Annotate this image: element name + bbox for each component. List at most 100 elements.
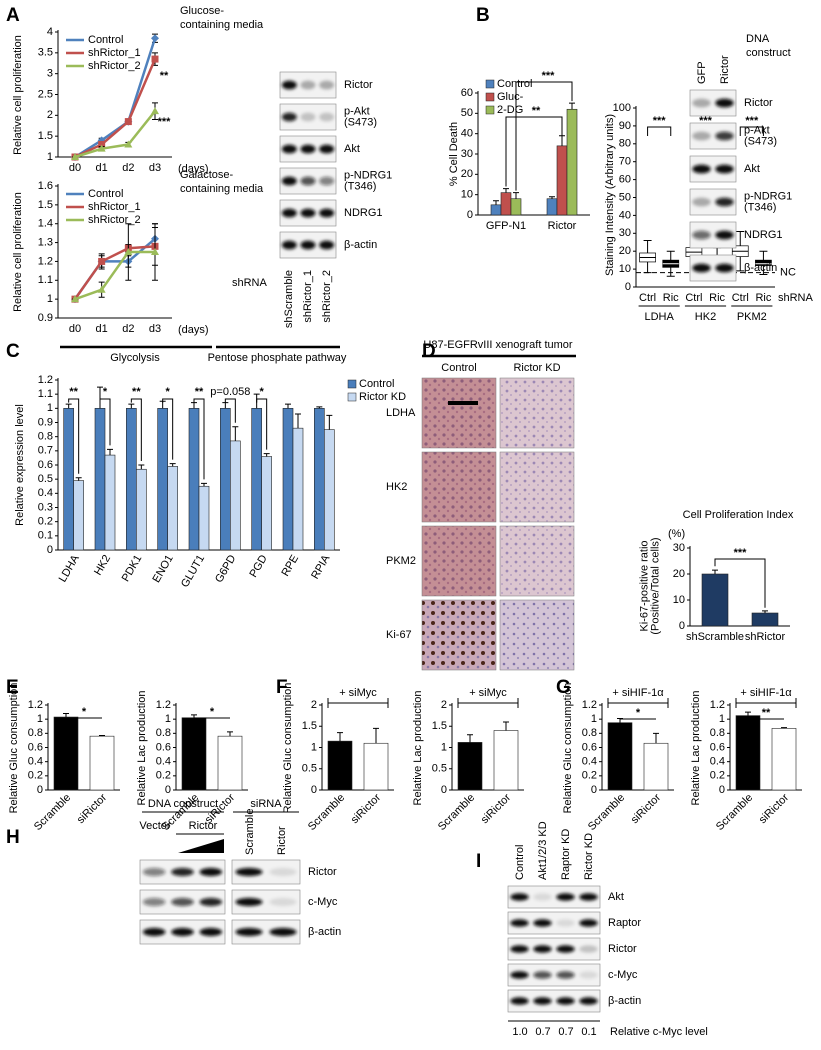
- x-tick-label: d2: [122, 162, 134, 174]
- bar: [220, 408, 231, 551]
- panel-label: B: [476, 5, 490, 26]
- band: [715, 164, 734, 174]
- error-bar: [75, 477, 82, 481]
- bar: [324, 429, 335, 551]
- quantification: 0.7: [558, 1026, 573, 1038]
- band: [556, 919, 575, 927]
- blot-row-label: p-NDRG1: [744, 190, 792, 202]
- legend-label: shRictor_2: [88, 214, 141, 226]
- error-bar: [201, 482, 207, 487]
- bar: [89, 735, 115, 791]
- quantification-label: Relative c-Myc level: [610, 1026, 708, 1038]
- y-tick-label: 1: [37, 713, 43, 725]
- marker: [124, 118, 132, 126]
- group-label: HK2: [695, 311, 716, 323]
- chart-title: Galactose-: [180, 169, 234, 181]
- bar: [771, 728, 797, 791]
- lane-label: Raptor KD: [560, 829, 572, 880]
- lane-label: shRictor_1: [302, 270, 314, 323]
- y-tick-label: 80: [619, 138, 631, 150]
- panel-label: H: [6, 827, 20, 848]
- tissue-image: [499, 377, 575, 449]
- y-tick-label: 30: [619, 227, 631, 239]
- annotation: **: [532, 105, 541, 117]
- column-label: Rictor KD: [513, 362, 560, 374]
- group-label: LDHA: [644, 311, 674, 323]
- bar: [500, 192, 512, 216]
- panel-label: C: [6, 341, 20, 362]
- band: [142, 927, 166, 937]
- x-tick-label: shScramble: [686, 631, 744, 643]
- lane-label: Control: [514, 845, 526, 880]
- bar: [566, 108, 578, 216]
- x-tick-label: Ric: [709, 292, 725, 304]
- x-tick-label: siRictor: [75, 791, 110, 826]
- quantification: 0.7: [535, 1026, 550, 1038]
- blot-row-label: NDRG1: [744, 229, 783, 241]
- bar: [104, 454, 116, 551]
- band: [510, 919, 529, 927]
- blot-strip: [507, 963, 601, 987]
- y-tick-label: 1.2: [710, 699, 725, 711]
- error-bar: [373, 727, 379, 744]
- y-tick-label: 2: [47, 109, 53, 121]
- band: [199, 927, 223, 937]
- band: [281, 176, 297, 186]
- bar: [181, 717, 207, 791]
- blot-row-label: β-actin: [608, 995, 641, 1007]
- legend-label: shRictor_1: [88, 201, 141, 213]
- group-label: Vector: [139, 820, 171, 832]
- x-tick-label: Ric: [663, 292, 679, 304]
- y-tick-label: 20: [673, 568, 685, 580]
- box: [755, 259, 772, 266]
- lane-label: Rictor: [276, 826, 288, 855]
- blot-header: DNA construct: [148, 798, 218, 810]
- blot-row-label: Rictor: [744, 97, 773, 109]
- y-tick-label: 2: [311, 699, 317, 711]
- legend-label: shRictor_1: [88, 47, 141, 59]
- bracket: [68, 398, 80, 474]
- histology-title: U87-EGFRvIII xenograft tumor: [423, 339, 572, 351]
- annotation: p=0.058: [210, 386, 250, 398]
- x-tick-label: shRictor: [745, 631, 786, 643]
- y-tick-label: 30: [673, 542, 685, 554]
- error-bar: [227, 731, 233, 737]
- blot-row-label: Akt: [344, 143, 360, 155]
- line: [73, 245, 156, 300]
- band: [533, 893, 552, 901]
- annotation: **: [160, 70, 169, 82]
- marker: [151, 34, 159, 43]
- band: [319, 80, 335, 90]
- marker: [151, 248, 159, 255]
- unit-label: (%): [668, 528, 685, 540]
- band: [319, 112, 335, 122]
- group-label: Rictor: [189, 820, 218, 832]
- y-axis-label: Relative Lac production: [136, 691, 148, 806]
- y-tick-label: 1.5: [38, 130, 53, 142]
- y-axis-label: Relative Lac production: [412, 691, 424, 806]
- lane-label: GFP: [696, 61, 708, 84]
- y-tick-label: 0.2: [38, 516, 53, 528]
- error-bar: [191, 402, 197, 409]
- band: [510, 893, 529, 901]
- lane-label: Rictor KD: [583, 833, 595, 880]
- y-tick-label: 20: [619, 245, 631, 257]
- x-tick-label: Ctrl: [685, 292, 702, 304]
- y-axis-label: Relative Gluc consumption: [8, 683, 20, 814]
- band: [692, 131, 711, 141]
- error-bar: [467, 734, 473, 743]
- panel-label: E: [6, 677, 19, 698]
- blot-header: DNA: [746, 33, 770, 45]
- y-tick-label: 1.6: [38, 180, 53, 192]
- row-label: HK2: [386, 481, 407, 493]
- bracket: [714, 558, 766, 608]
- y-tick-label: 1.5: [432, 720, 447, 732]
- y-tick-label: 0.6: [582, 741, 597, 753]
- chart-title: Glucose-: [180, 5, 224, 17]
- band: [319, 144, 335, 154]
- y-tick-label: 0.8: [28, 727, 43, 739]
- y-tick-label: 70: [619, 156, 631, 168]
- y-tick-label: 0.4: [28, 756, 43, 768]
- bar: [188, 408, 200, 551]
- blot-strip: [507, 937, 601, 961]
